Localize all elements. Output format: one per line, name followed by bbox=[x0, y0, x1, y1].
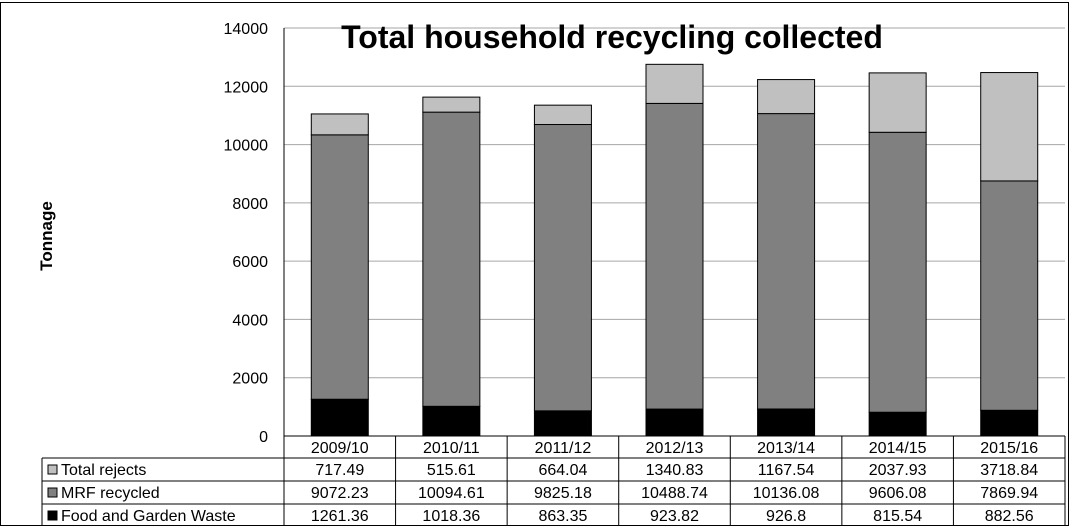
y-tick-label: 12000 bbox=[224, 79, 269, 96]
x-tick-label: 2014/15 bbox=[869, 440, 927, 457]
bar-segment bbox=[645, 63, 704, 104]
x-tick-label: 2013/14 bbox=[757, 440, 815, 457]
data-label: 9072.23 bbox=[311, 485, 369, 502]
x-tick-label: 2011/12 bbox=[535, 440, 592, 457]
data-label: 923.82 bbox=[650, 508, 699, 525]
bar-segment bbox=[645, 408, 704, 437]
data-label: 515.61 bbox=[427, 462, 476, 479]
data-label: 10136.08 bbox=[753, 485, 820, 502]
data-label: 2037.93 bbox=[869, 462, 927, 479]
bar-segment bbox=[980, 180, 1039, 411]
data-label: 863.35 bbox=[538, 508, 587, 525]
bar-segment bbox=[868, 131, 927, 413]
legend-label: MRF recycled bbox=[61, 485, 160, 502]
data-label: 717.49 bbox=[315, 462, 364, 479]
data-label: 10094.61 bbox=[418, 485, 485, 502]
data-label: 9825.18 bbox=[534, 485, 592, 502]
y-tick-label: 10000 bbox=[224, 138, 269, 155]
legend-swatch bbox=[47, 464, 58, 475]
data-label: 1167.54 bbox=[758, 462, 815, 479]
data-label: 7869.94 bbox=[980, 485, 1038, 502]
data-label: 3718.84 bbox=[980, 462, 1038, 479]
data-label: 815.54 bbox=[873, 508, 922, 525]
data-label: 1261.36 bbox=[311, 508, 369, 525]
bars bbox=[310, 63, 1039, 437]
bar-segment bbox=[533, 124, 592, 412]
legend-swatch bbox=[47, 510, 58, 521]
bar-segment bbox=[645, 102, 704, 410]
y-tick-label: 0 bbox=[259, 429, 268, 446]
bar-segment bbox=[310, 113, 369, 136]
x-tick-label: 2010/11 bbox=[423, 440, 480, 457]
bar-segment bbox=[422, 405, 481, 437]
x-tick-label: 2012/13 bbox=[646, 440, 704, 457]
bar-segment bbox=[422, 96, 481, 113]
bar-segment bbox=[757, 79, 816, 115]
chart-title: Total household recycling collected bbox=[341, 19, 883, 55]
data-label: 882.56 bbox=[985, 508, 1034, 525]
bar-segment bbox=[310, 398, 369, 437]
bar-segment bbox=[980, 72, 1039, 182]
x-tick-label: 2015/16 bbox=[980, 440, 1038, 457]
x-tick-label: 2009/10 bbox=[311, 440, 369, 457]
bar-segment bbox=[868, 411, 927, 437]
legend-swatch bbox=[47, 487, 58, 498]
bar-segment bbox=[868, 72, 927, 133]
y-tick-label: 4000 bbox=[232, 312, 268, 329]
bar-segment bbox=[757, 113, 816, 410]
data-label: 1340.83 bbox=[646, 462, 704, 479]
y-tick-label: 14000 bbox=[224, 21, 269, 38]
data-label: 9606.08 bbox=[869, 485, 927, 502]
legend-label: Total rejects bbox=[61, 462, 146, 479]
bar-segment bbox=[310, 134, 369, 400]
data-label: 926.8 bbox=[766, 508, 806, 525]
bar-segment bbox=[422, 111, 481, 407]
data-label: 1018.36 bbox=[422, 508, 480, 525]
y-axis-label: Tonnage bbox=[37, 201, 56, 271]
legend-label: Food and Garden Waste bbox=[61, 508, 236, 525]
y-tick-label: 2000 bbox=[232, 371, 268, 388]
y-tick-label: 8000 bbox=[232, 196, 268, 213]
data-label: 10488.74 bbox=[641, 485, 708, 502]
bar-segment bbox=[980, 409, 1039, 437]
bar-segment bbox=[533, 104, 592, 126]
bar-segment bbox=[533, 410, 592, 437]
data-table: 2009/10 2010/11 2011/12 2012/13 2013/14 2014/… bbox=[41, 435, 1066, 526]
data-label: 664.04 bbox=[538, 462, 587, 479]
y-tick-label: 6000 bbox=[232, 254, 268, 271]
bar-segment bbox=[757, 408, 816, 437]
